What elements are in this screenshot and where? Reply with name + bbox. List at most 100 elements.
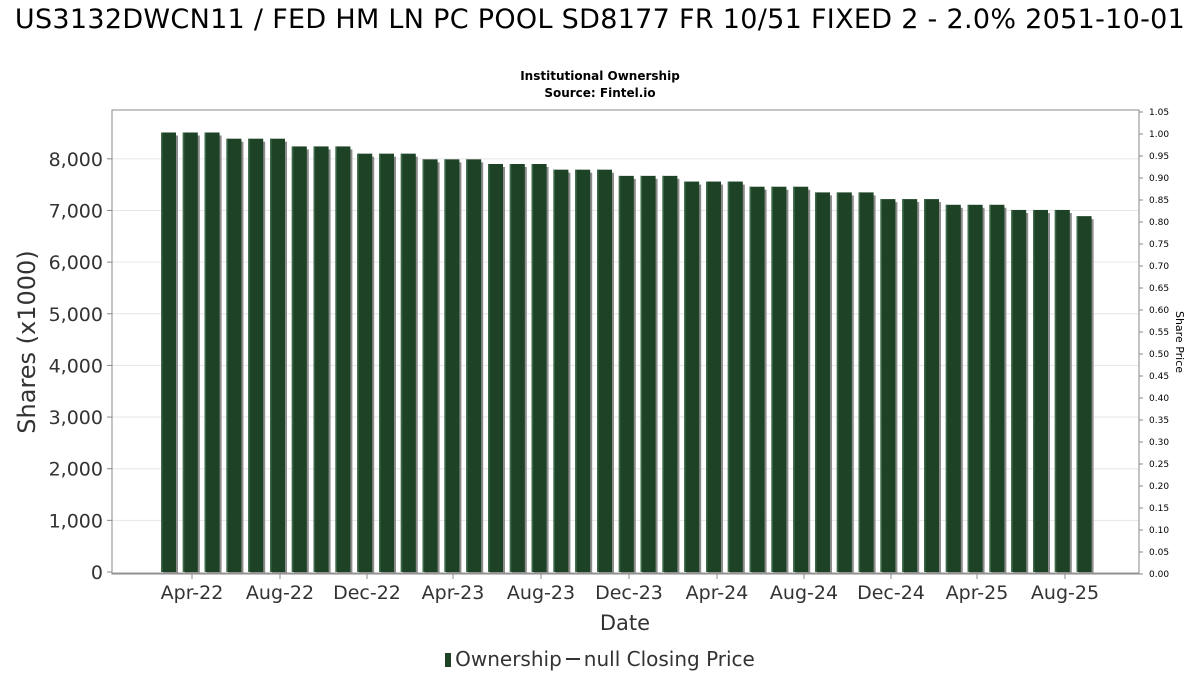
ownership-bar <box>836 192 852 573</box>
y2-tick-label: 0.00 <box>1149 570 1169 580</box>
ownership-bar <box>945 204 961 572</box>
y2-axis: 0.00 0.05 0.10 0.15 0.20 0.25 0.30 0.35 0.40 0.45… <box>1139 108 1169 580</box>
y2-tick-label: 0.20 <box>1149 482 1169 492</box>
bar-highlight <box>858 192 861 573</box>
bar-highlight <box>902 199 904 573</box>
ownership-bar <box>1076 216 1092 572</box>
y2-tick-label: 0.65 <box>1149 284 1169 294</box>
y2-tick-label: 0.85 <box>1149 196 1169 206</box>
y2-tick-label: 0.35 <box>1149 416 1169 426</box>
chart-subtitle: Institutional Ownership <box>520 69 680 83</box>
ownership-bar <box>640 175 656 572</box>
y2-tick-label: 0.30 <box>1149 438 1169 448</box>
bar-highlight <box>749 186 752 572</box>
y-tick-label: 6,000 <box>49 252 103 274</box>
ownership-bar <box>924 199 939 573</box>
bar-highlight <box>924 199 926 573</box>
legend: Ownership null Closing Price <box>0 646 1200 672</box>
bar-highlight <box>815 192 817 573</box>
ownership-legend-swatch <box>445 653 452 667</box>
bar-highlight <box>618 175 621 572</box>
ownership-bar <box>357 153 373 573</box>
ownership-bar <box>793 186 809 572</box>
x-tick-label: Aug-24 <box>770 582 838 604</box>
ownership-bar <box>313 146 329 573</box>
bar-highlight <box>793 186 795 572</box>
ownership-bar <box>575 169 591 572</box>
y-tick-label: 5,000 <box>49 304 103 326</box>
x-tick-label: Dec-24 <box>857 582 925 604</box>
bar-highlight <box>880 199 882 573</box>
legend-ownership: Ownership <box>455 647 562 671</box>
y-tick-label: 1,000 <box>49 510 103 532</box>
bar-highlight <box>684 181 686 573</box>
y2-tick-label: 0.80 <box>1149 218 1169 228</box>
bar-highlight <box>270 138 272 572</box>
ownership-bar <box>488 163 503 573</box>
y-tick-label: 2,000 <box>49 459 103 481</box>
bar-highlight <box>422 159 425 572</box>
y-axis-label: Shares (x1000) <box>13 250 41 433</box>
ownership-bar <box>531 163 547 573</box>
y-axis: 0 1,000 2,000 3,000 4,000 5,000 6,000 7,000 8,00… <box>49 149 112 584</box>
bar-highlight <box>575 169 577 572</box>
y2-tick-label: 0.70 <box>1149 262 1169 272</box>
bars-layer <box>161 132 1094 575</box>
legend-price: null Closing Price <box>583 647 755 671</box>
ownership-bar <box>204 132 220 573</box>
bar-highlight <box>771 186 773 572</box>
ownership-bar <box>618 175 634 572</box>
ownership-bar <box>1011 209 1027 573</box>
x-tick-label: Aug-25 <box>1031 582 1099 604</box>
y2-tick-label: 0.25 <box>1149 460 1169 470</box>
bar-highlight <box>182 132 185 573</box>
bar-highlight <box>226 138 228 572</box>
y2-tick-label: 0.15 <box>1149 504 1169 514</box>
y-tick-label: 7,000 <box>49 200 103 222</box>
ownership-bar <box>291 146 307 573</box>
bar-highlight <box>553 169 555 572</box>
ownership-bar <box>858 192 874 573</box>
chart-source: Source: Fintel.io <box>544 86 656 100</box>
y-tick-label: 0 <box>91 562 103 584</box>
x-tick-label: Apr-24 <box>686 582 749 604</box>
ownership-bar <box>684 181 700 573</box>
ownership-bar <box>400 153 416 573</box>
bar-highlight <box>313 146 316 573</box>
bar-highlight <box>531 163 534 573</box>
bar-highlight <box>967 204 970 572</box>
bar-highlight <box>1076 216 1079 572</box>
bar-highlight <box>379 153 381 573</box>
bar-highlight <box>488 163 490 573</box>
ownership-bar <box>466 159 482 572</box>
y2-tick-label: 0.45 <box>1149 372 1169 382</box>
chart-title: US3132DWCN11 / FED HM LN PC POOL SD8177 … <box>14 4 1186 35</box>
x-tick-label: Apr-25 <box>946 582 1009 604</box>
ownership-bar <box>182 132 198 573</box>
y2-tick-label: 0.60 <box>1149 306 1169 316</box>
bar-highlight <box>357 153 359 573</box>
ownership-bar <box>1033 209 1048 573</box>
bar-highlight <box>1011 209 1013 573</box>
bar-highlight <box>204 132 207 573</box>
ownership-bar <box>662 175 678 572</box>
bar-highlight <box>597 169 599 572</box>
x-axis: Apr-22 Aug-22 Dec-22 Apr-23 Aug-23 Dec-23 Apr-… <box>112 572 1139 604</box>
ownership-bar <box>815 192 830 573</box>
y2-axis-label: Share Price <box>1173 311 1186 373</box>
ownership-bar <box>422 159 438 572</box>
bar-highlight <box>1054 209 1057 573</box>
y2-tick-label: 1.05 <box>1149 108 1169 118</box>
y2-tick-label: 1.00 <box>1149 130 1169 140</box>
y-tick-label: 4,000 <box>49 355 103 377</box>
bar-highlight <box>335 146 337 573</box>
bar-highlight <box>706 181 708 573</box>
ownership-bar <box>1054 209 1070 573</box>
bar-highlight <box>291 146 294 573</box>
ownership-bar <box>749 186 765 572</box>
ownership-bar <box>248 138 264 572</box>
bar-highlight <box>444 159 446 572</box>
ownership-bar <box>553 169 569 572</box>
bar-highlight <box>509 163 512 573</box>
